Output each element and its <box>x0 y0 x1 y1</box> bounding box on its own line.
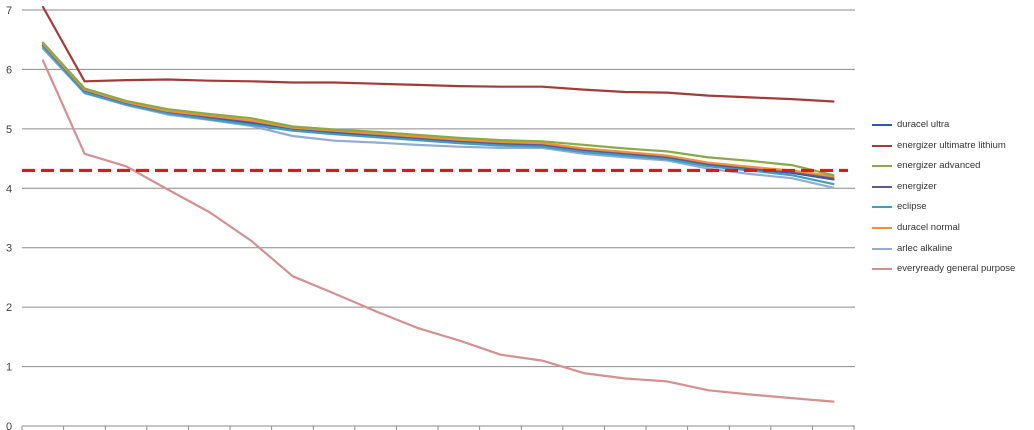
x-axis <box>21 426 855 430</box>
y-axis: 0 1 2 3 4 5 6 7 <box>6 5 12 430</box>
y-tick-label: 0 <box>6 421 12 430</box>
legend-label: duracel ultra <box>897 119 950 130</box>
legend-swatch <box>872 144 892 147</box>
legend-swatch <box>872 226 892 229</box>
legend-entry: duracel ultra <box>872 118 1032 139</box>
y-tick-label: 2 <box>6 302 12 314</box>
legend-swatch <box>872 165 892 168</box>
legend-swatch <box>872 268 892 271</box>
y-tick-label: 5 <box>6 124 12 136</box>
series-line-duracel-normal <box>41 42 835 178</box>
y-tick-label: 1 <box>6 362 12 374</box>
legend-entry: energizer <box>872 180 1032 201</box>
y-tick-label: 4 <box>6 183 12 195</box>
legend-label: energizer advanced <box>897 160 981 172</box>
legend-entry: everyready general purpose <box>872 262 1032 283</box>
y-tick-label: 7 <box>6 5 12 17</box>
legend-label: energizer ultimatre lithium <box>897 139 1006 151</box>
legend-label: energizer <box>897 180 937 192</box>
legend-label: arlec alkaline <box>897 242 953 254</box>
legend-entry: arlec alkaline <box>872 242 1032 263</box>
legend-swatch <box>872 247 892 250</box>
series-line-everyready-general-purpose <box>41 59 835 403</box>
legend-label: everyready general purpose <box>897 263 1016 275</box>
legend: duracel ultra energizer ultimatre lithium… <box>872 118 1032 283</box>
legend-swatch <box>872 185 892 188</box>
y-tick-label: 6 <box>6 64 12 76</box>
legend-label: duracel normal <box>897 221 960 233</box>
series-line-energizer-ultimatre-lithium <box>41 5 835 103</box>
series-line-eclipse <box>41 45 835 186</box>
series-lines <box>41 5 835 403</box>
legend-label: eclipse <box>897 201 927 213</box>
legend-swatch <box>872 124 892 126</box>
y-tick-label: 3 <box>6 243 12 255</box>
legend-entry: energizer advanced <box>872 159 1032 180</box>
legend-swatch <box>872 206 892 209</box>
series-line-energizer-advanced <box>41 41 835 177</box>
legend-entry: energizer ultimatre lithium <box>872 139 1032 160</box>
legend-entry: duracel normal <box>872 221 1032 242</box>
legend-entry: eclipse <box>872 200 1032 221</box>
gridlines <box>22 9 855 427</box>
